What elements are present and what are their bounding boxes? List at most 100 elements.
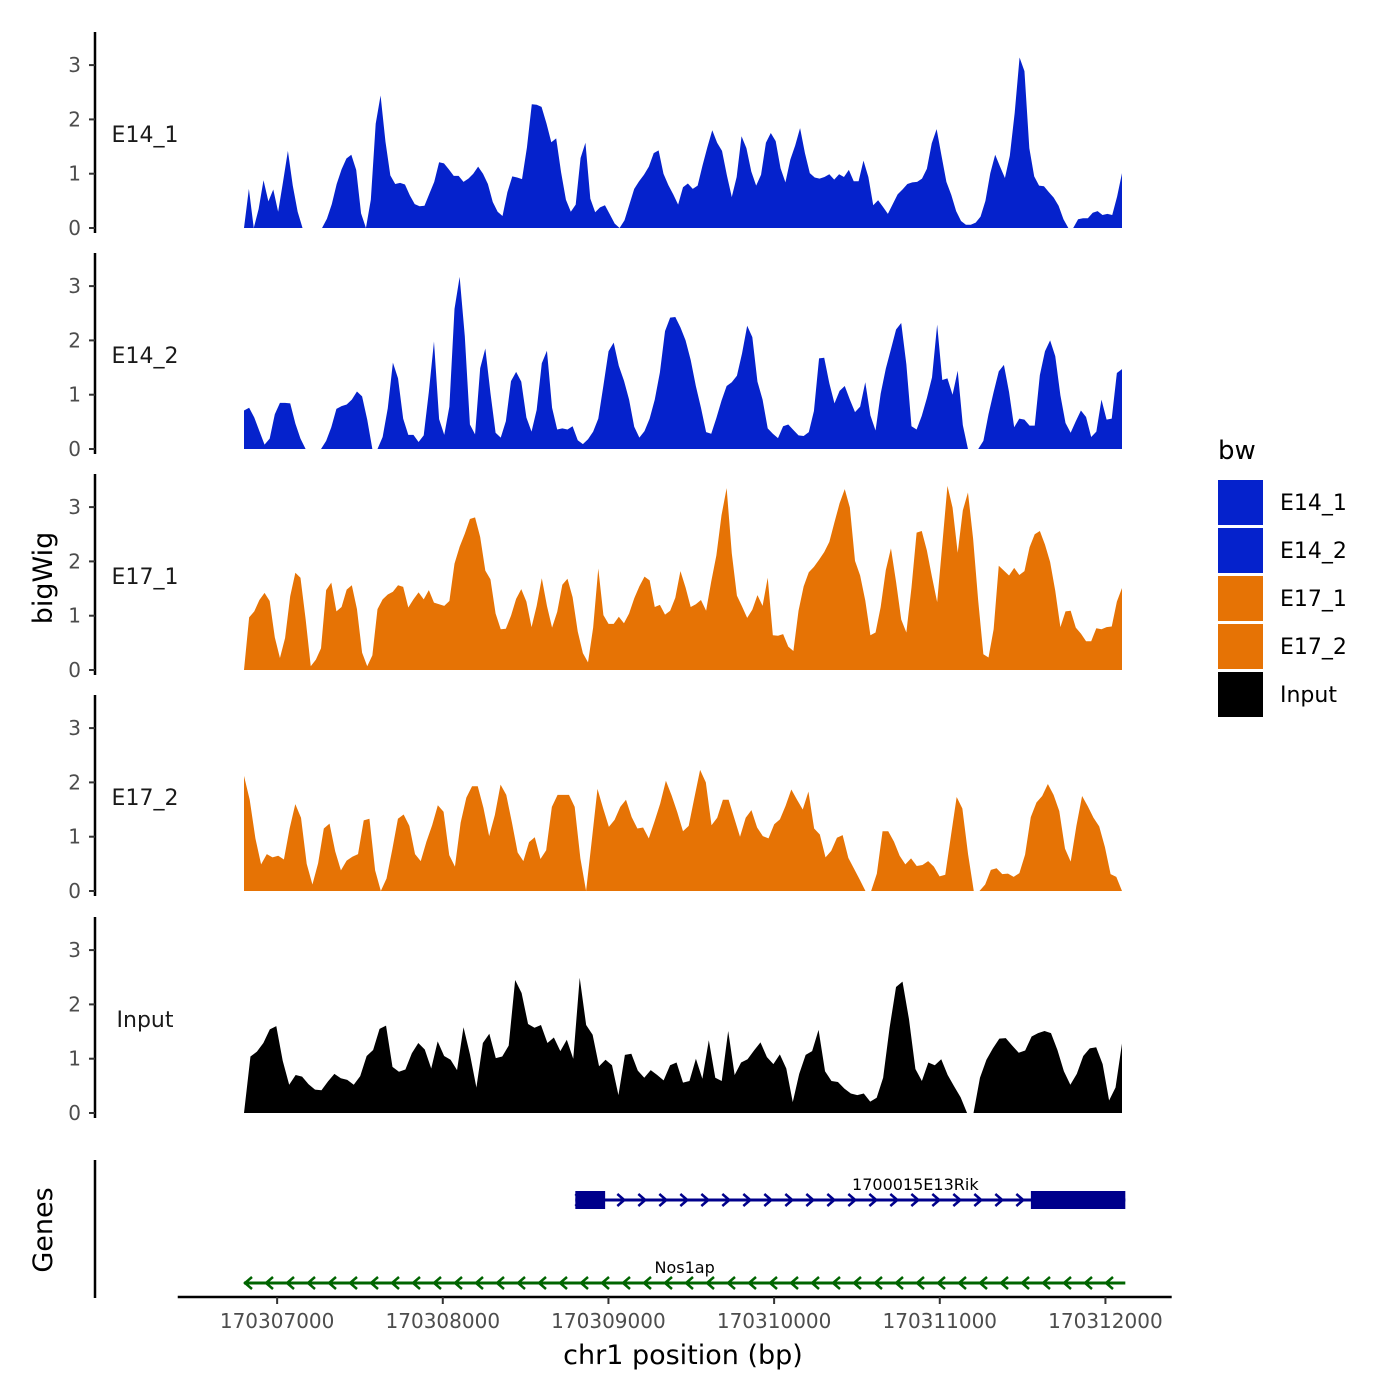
x-axis: 170307000 170308000 170309000 170310000 1703… [177, 1295, 1172, 1333]
strand-chevron [894, 1276, 904, 1290]
genes-axis-title: Genes [28, 1187, 59, 1272]
strand-chevron [999, 1276, 1009, 1290]
strand-chevron [994, 1193, 1005, 1207]
strand-chevron [852, 1276, 862, 1290]
gene-name-label: 1700015E13Rik [852, 1175, 979, 1194]
y-tick-label: 1 [68, 162, 81, 186]
track-label: E17_1 [112, 565, 179, 590]
strand-chevron [1041, 1276, 1051, 1290]
strand-chevron [1020, 1276, 1030, 1290]
y-tick-label: 1 [68, 604, 81, 628]
strand-chevron [810, 1276, 820, 1290]
strand-chevron [726, 1276, 736, 1290]
coverage-tracks: 0 1 2 3 E14_1 0 1 2 3 E14_2 0 1 2 3 E17_1 0 1 2 3 E17_2 0 1 2 3… [68, 32, 1122, 1125]
strand-chevron [1062, 1276, 1072, 1290]
strand-chevron [957, 1276, 967, 1290]
strand-chevron [936, 1276, 946, 1290]
gene-1700015e13rik: 1700015E13Rik [574, 1175, 1126, 1209]
legend-swatch [1218, 576, 1263, 621]
strand-chevron [411, 1276, 421, 1290]
coverage-area [244, 769, 1122, 891]
track-input: 0 1 2 3 Input [68, 917, 1122, 1125]
legend-label: E14_1 [1280, 491, 1347, 516]
y-tick-label: 2 [68, 328, 81, 352]
legend-items: E14_1 E14_2 E17_1 E17_2 Input [1218, 480, 1347, 717]
x-tick-label: 170311000 [883, 1309, 998, 1333]
strand-chevron [616, 1193, 627, 1207]
strand-chevron [327, 1276, 337, 1290]
legend-swatch [1218, 672, 1263, 717]
y-tick-label: 1 [68, 383, 81, 407]
gene-name-label: Nos1ap [655, 1258, 715, 1277]
y-tick-label: 0 [68, 879, 81, 903]
strand-chevron [264, 1276, 274, 1290]
strand-chevron [348, 1276, 358, 1290]
exon [575, 1191, 606, 1209]
legend-item-e14-2: E14_2 [1218, 528, 1347, 573]
x-axis-title: chr1 position (bp) [563, 1340, 803, 1371]
y-tick-label: 1 [68, 825, 81, 849]
strand-chevron [978, 1276, 988, 1290]
track-e17-2: 0 1 2 3 E17_2 [68, 695, 1122, 903]
x-tick-label: 170312000 [1048, 1309, 1163, 1333]
exon [1030, 1191, 1126, 1209]
strand-chevron [889, 1193, 900, 1207]
strand-chevron [306, 1276, 316, 1290]
legend-swatch [1218, 624, 1263, 669]
coverage-area [244, 485, 1122, 670]
y-tick-label: 3 [68, 938, 81, 962]
strand-chevron [973, 1193, 984, 1207]
y-tick-label: 0 [68, 216, 81, 240]
gene-annotation-panel: 1700015E13Rik Nos1ap [93, 1160, 1126, 1298]
strand-chevron [658, 1193, 669, 1207]
strand-chevron [931, 1193, 942, 1207]
strand-chevron [915, 1276, 925, 1290]
strand-chevron [826, 1193, 837, 1207]
legend-swatch [1218, 480, 1263, 525]
strand-chevron [516, 1276, 526, 1290]
y-tick-label: 2 [68, 549, 81, 573]
track-label: E17_2 [112, 786, 179, 811]
strand-chevron [558, 1276, 568, 1290]
gene-nos1ap: Nos1ap [243, 1258, 1126, 1290]
legend-item-e17-2: E17_2 [1218, 624, 1347, 669]
strand-chevron [285, 1276, 295, 1290]
strand-chevron [952, 1193, 963, 1207]
track-label: E14_2 [112, 344, 179, 369]
strand-chevron [369, 1276, 379, 1290]
y-axis-title: bigWig [28, 532, 59, 625]
strand-chevron [432, 1276, 442, 1290]
strand-chevron [805, 1193, 816, 1207]
strand-chevron [763, 1193, 774, 1207]
legend-label: E14_2 [1280, 539, 1347, 564]
strand-chevron [1104, 1276, 1114, 1290]
strand-chevron [873, 1276, 883, 1290]
track-e14-2: 0 1 2 3 E14_2 [68, 253, 1122, 461]
strand-chevron [721, 1193, 732, 1207]
strand-chevron [742, 1193, 753, 1207]
x-tick-label: 170309000 [551, 1309, 666, 1333]
legend-label: E17_2 [1280, 635, 1347, 660]
strand-chevron [243, 1276, 253, 1290]
strand-chevron [700, 1193, 711, 1207]
y-tick-label: 3 [68, 274, 81, 298]
strand-chevron [768, 1276, 778, 1290]
strand-chevron [637, 1193, 648, 1207]
strand-chevron [600, 1276, 610, 1290]
legend-item-e14-1: E14_1 [1218, 480, 1347, 525]
y-tick-label: 2 [68, 992, 81, 1016]
strand-chevron [579, 1276, 589, 1290]
legend-item-input: Input [1218, 672, 1337, 717]
strand-chevron [642, 1276, 652, 1290]
strand-chevron [453, 1276, 463, 1290]
strand-chevron [705, 1276, 715, 1290]
legend: bw E14_1 E14_2 E17_1 E17_2 Input [1218, 436, 1347, 717]
strand-chevron [390, 1276, 400, 1290]
strand-chevron [1015, 1193, 1026, 1207]
track-e17-1: 0 1 2 3 E17_1 [68, 474, 1122, 682]
legend-title: bw [1218, 436, 1256, 466]
track-label: E14_1 [112, 123, 179, 148]
track-e14-1: 0 1 2 3 E14_1 [68, 32, 1122, 240]
strand-chevron [621, 1276, 631, 1290]
strand-chevron [495, 1276, 505, 1290]
